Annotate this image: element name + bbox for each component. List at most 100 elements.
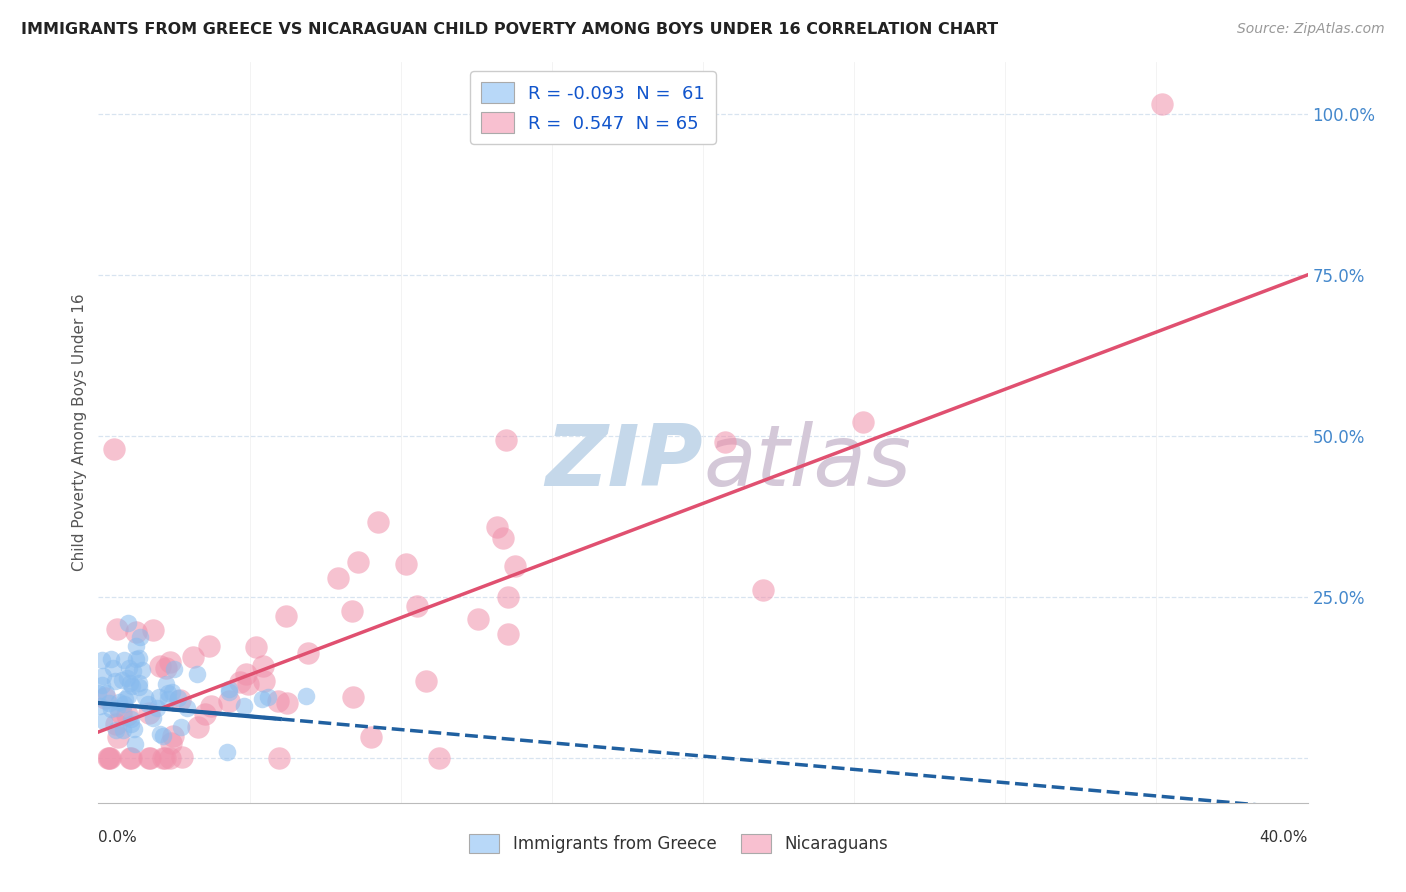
- Point: [142, 711, 165, 725]
- Point: [125, 652, 148, 666]
- Point: [138, 706, 160, 721]
- Point: [125, 624, 148, 639]
- Point: [229, 674, 252, 689]
- Point: [98, 750, 121, 764]
- Point: [159, 655, 181, 669]
- Point: [295, 689, 318, 703]
- Point: [118, 660, 141, 674]
- Point: [198, 639, 221, 653]
- Point: [496, 591, 519, 605]
- Point: [131, 663, 153, 677]
- Point: [427, 750, 450, 764]
- Point: [112, 653, 135, 667]
- Point: [104, 717, 127, 731]
- Point: [276, 696, 298, 710]
- Point: [121, 680, 143, 694]
- Point: [1152, 97, 1174, 112]
- Point: [107, 730, 129, 744]
- Point: [105, 723, 128, 738]
- Point: [128, 680, 150, 694]
- Point: [153, 750, 176, 764]
- Point: [157, 686, 180, 700]
- Point: [714, 435, 737, 450]
- Point: [105, 700, 128, 714]
- Point: [100, 652, 122, 666]
- Point: [91, 678, 114, 692]
- Point: [128, 651, 150, 665]
- Point: [163, 662, 186, 676]
- Point: [118, 750, 141, 764]
- Point: [152, 750, 174, 764]
- Point: [181, 649, 204, 664]
- Point: [503, 558, 526, 573]
- Point: [142, 623, 165, 637]
- Point: [129, 630, 152, 644]
- Point: [155, 677, 177, 691]
- Point: [87, 686, 110, 700]
- Point: [187, 720, 209, 734]
- Point: [138, 698, 160, 712]
- Point: [235, 667, 257, 681]
- Point: [105, 622, 128, 636]
- Point: [186, 667, 208, 681]
- Point: [218, 685, 240, 699]
- Point: [218, 682, 240, 697]
- Point: [159, 750, 181, 764]
- Point: [176, 700, 198, 714]
- Point: [406, 599, 429, 613]
- Point: [342, 690, 364, 705]
- Point: [138, 750, 160, 764]
- Point: [120, 717, 142, 731]
- Point: [134, 690, 156, 705]
- Point: [194, 707, 217, 722]
- Point: [149, 658, 172, 673]
- Point: [101, 660, 124, 674]
- Point: [495, 433, 517, 447]
- Point: [245, 640, 267, 654]
- Point: [117, 671, 139, 685]
- Point: [103, 442, 125, 456]
- Point: [93, 714, 115, 729]
- Point: [96, 686, 118, 700]
- Point: [108, 695, 131, 709]
- Point: [155, 661, 177, 675]
- Point: [496, 627, 519, 641]
- Point: [486, 520, 509, 534]
- Point: [160, 684, 183, 698]
- Legend: Immigrants from Greece, Nicaraguans: Immigrants from Greece, Nicaraguans: [461, 825, 897, 861]
- Point: [267, 694, 290, 708]
- Point: [297, 646, 319, 660]
- Point: [112, 698, 135, 712]
- Point: [250, 691, 273, 706]
- Point: [274, 608, 297, 623]
- Point: [91, 668, 114, 682]
- Point: [172, 750, 194, 764]
- Point: [114, 691, 136, 706]
- Point: [395, 557, 418, 571]
- Point: [156, 692, 179, 706]
- Point: [415, 674, 437, 689]
- Point: [252, 659, 274, 673]
- Text: IMMIGRANTS FROM GREECE VS NICARAGUAN CHILD POVERTY AMONG BOYS UNDER 16 CORRELATI: IMMIGRANTS FROM GREECE VS NICARAGUAN CHI…: [21, 22, 998, 37]
- Point: [89, 699, 111, 714]
- Point: [218, 694, 240, 708]
- Point: [852, 415, 875, 429]
- Point: [233, 698, 256, 713]
- Point: [170, 721, 193, 735]
- Point: [152, 729, 174, 743]
- Point: [97, 750, 120, 764]
- Point: [200, 699, 222, 714]
- Point: [159, 736, 181, 750]
- Point: [121, 664, 143, 678]
- Point: [111, 673, 134, 687]
- Point: [120, 750, 142, 764]
- Point: [253, 674, 276, 689]
- Y-axis label: Child Poverty Among Boys Under 16: Child Poverty Among Boys Under 16: [72, 293, 87, 572]
- Point: [110, 706, 132, 721]
- Point: [267, 750, 290, 764]
- Point: [217, 745, 239, 759]
- Point: [124, 737, 146, 751]
- Point: [117, 689, 139, 703]
- Point: [149, 727, 172, 741]
- Point: [236, 677, 259, 691]
